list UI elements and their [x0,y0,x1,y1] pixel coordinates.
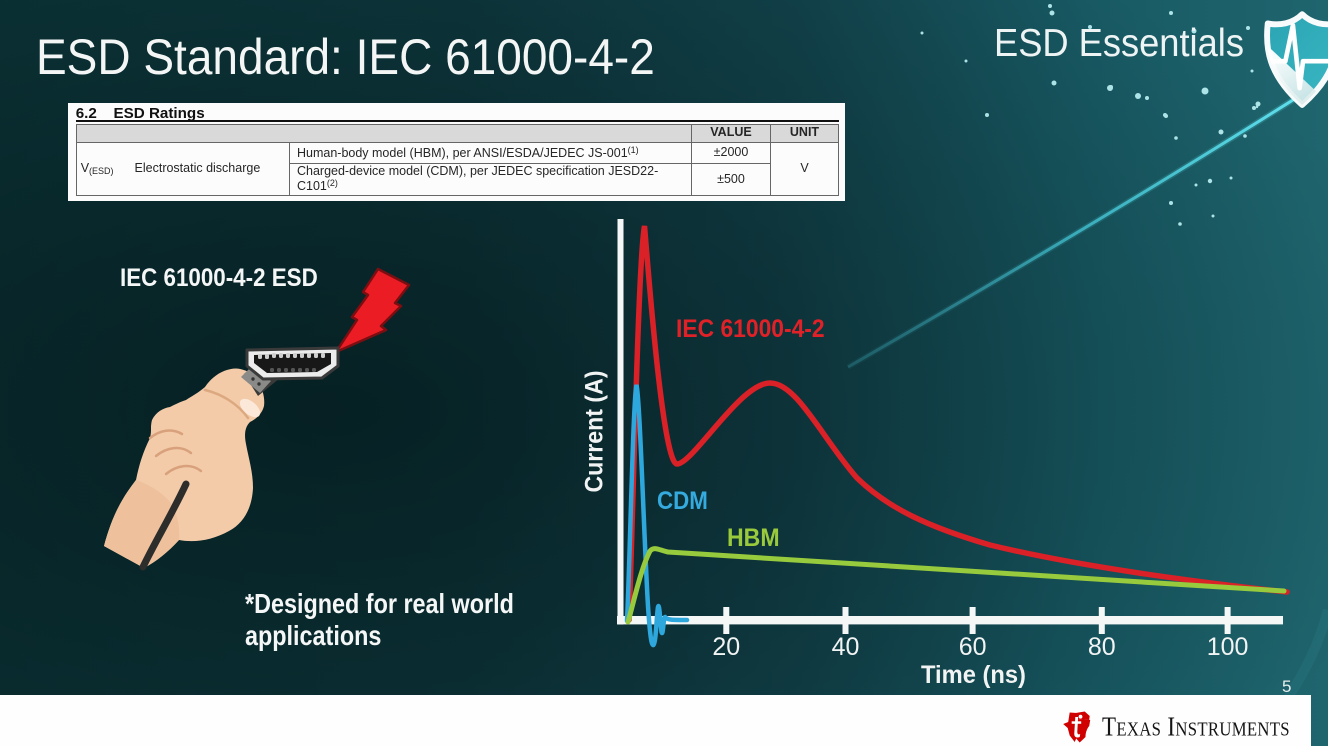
svg-text:TEXAS INSTRUMENTS: TEXAS INSTRUMENTS [1102,712,1290,742]
